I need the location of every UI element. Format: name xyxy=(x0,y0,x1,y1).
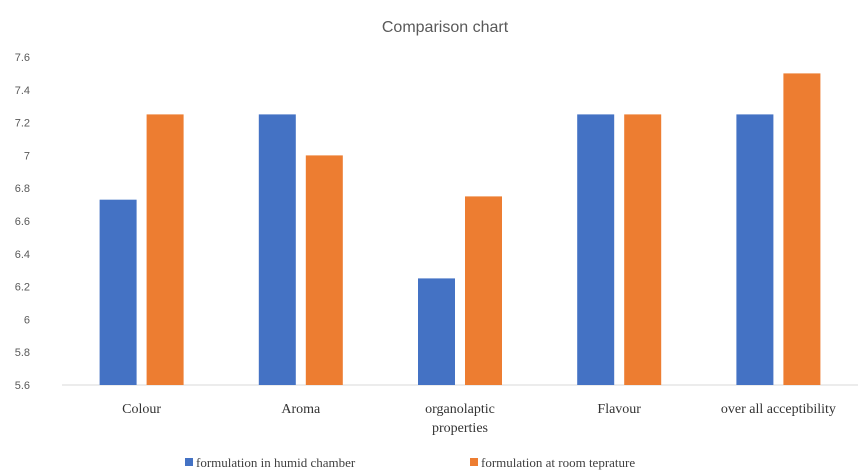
y-tick-label: 6.6 xyxy=(15,216,30,228)
bar xyxy=(146,114,184,386)
x-tick-label: properties xyxy=(432,421,488,436)
legend-swatch xyxy=(185,458,193,466)
bar xyxy=(99,199,137,385)
bar xyxy=(783,73,821,386)
y-tick-label: 5.8 xyxy=(15,347,30,359)
y-tick-label: 6 xyxy=(24,314,30,326)
y-tick-label: 7 xyxy=(24,150,30,162)
x-tick-label: organolaptic xyxy=(425,402,495,417)
x-axis: Colour Aroma organolaptic properties Flavour… xyxy=(122,402,836,436)
y-axis: 5.6 5.8 6 6.2 6.4 6.6 6.8 7 7.2 7.4 7.6 xyxy=(15,52,30,392)
legend-label: formulation in humid chamber xyxy=(196,455,356,470)
x-tick-label: over all acceptibility xyxy=(721,402,836,417)
legend-swatch xyxy=(470,458,478,466)
bars xyxy=(99,73,821,386)
x-tick-label: Colour xyxy=(122,402,161,417)
bar xyxy=(577,114,615,386)
bar xyxy=(418,278,455,385)
bar xyxy=(465,196,502,385)
x-tick-label: Aroma xyxy=(281,402,321,417)
bar xyxy=(305,155,343,385)
bar xyxy=(736,114,774,386)
bar xyxy=(258,114,296,386)
y-tick-label: 6.4 xyxy=(15,249,30,261)
y-tick-label: 5.6 xyxy=(15,380,30,392)
y-tick-label: 7.2 xyxy=(15,118,30,130)
y-tick-label: 7.4 xyxy=(15,85,30,97)
legend-label: formulation at room teprature xyxy=(481,455,635,470)
chart-title: Comparison chart xyxy=(382,19,509,36)
legend: formulation in humid chamber formulation … xyxy=(185,455,635,470)
bar xyxy=(624,114,662,386)
y-tick-label: 6.8 xyxy=(15,183,30,195)
x-tick-label: Flavour xyxy=(597,402,641,417)
y-tick-label: 6.2 xyxy=(15,282,30,294)
y-tick-label: 7.6 xyxy=(15,52,30,64)
